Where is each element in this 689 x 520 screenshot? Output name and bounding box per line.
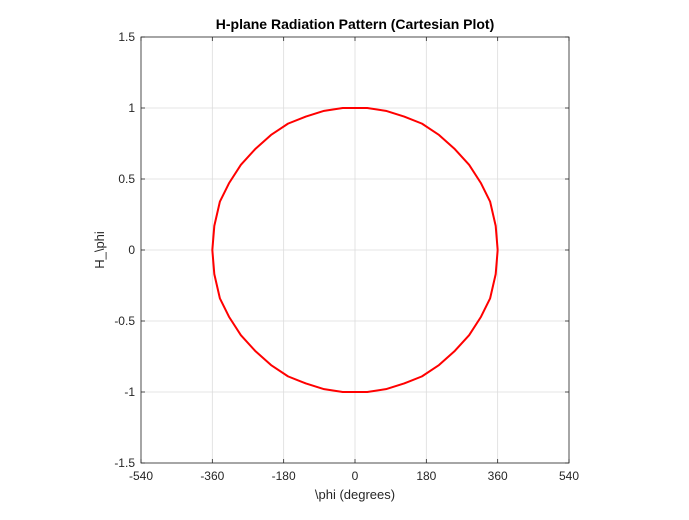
x-axis-label: \phi (degrees) [315,487,395,502]
y-tick-label: 1.5 [118,30,135,44]
ticks: -540 -360 -180 0 180 360 540 -1.5 -1 -0.5 0 0.5 1 1.5 [114,30,579,483]
x-tick-label: 0 [352,469,359,483]
y-tick-label: -1 [124,385,135,399]
x-tick-label: -180 [272,469,296,483]
series-layer [211,107,499,393]
x-tick-label: -360 [200,469,224,483]
chart-title: H-plane Radiation Pattern (Cartesian Plo… [216,16,494,32]
y-tick-label: -1.5 [114,456,135,470]
x-tick-label: -540 [129,469,153,483]
y-tick-label: -0.5 [114,314,135,328]
y-tick-label: 1 [128,101,135,115]
y-axis-label: H_\phi [92,231,107,269]
x-tick-label: 180 [416,469,436,483]
y-tick-label: 0.5 [118,172,135,186]
x-tick-label: 540 [559,469,579,483]
y-tick-label: 0 [128,243,135,257]
series-line [211,107,499,393]
x-tick-label: 360 [488,469,508,483]
